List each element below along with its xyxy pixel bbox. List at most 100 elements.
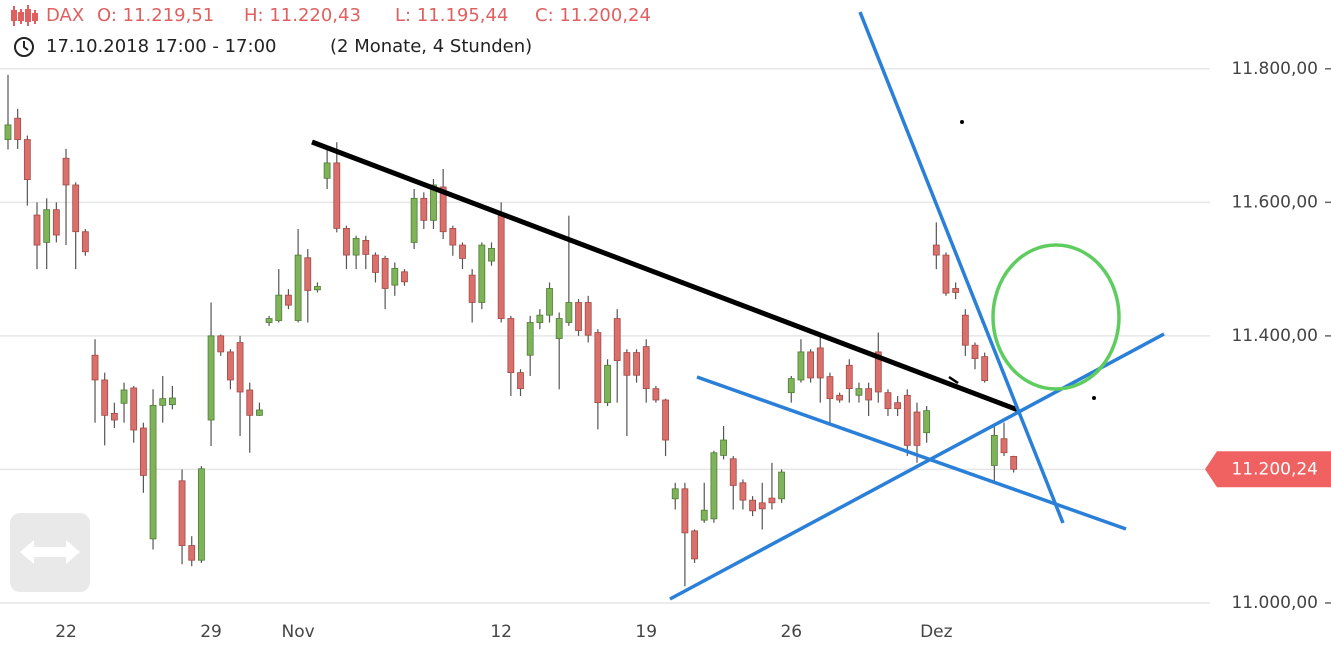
candle-body	[149, 404, 157, 540]
candle-body	[942, 254, 950, 294]
candle-body	[952, 288, 960, 293]
candle-body	[652, 388, 660, 401]
x-tick-label: 26	[780, 622, 802, 642]
dot-drawing	[960, 120, 964, 124]
candle-body	[990, 434, 998, 466]
candle-body	[1000, 438, 1008, 454]
candle-body	[52, 209, 60, 236]
trend-line	[669, 332, 1165, 601]
candle-body	[401, 271, 408, 283]
price-tag-label: 11.200,24	[1231, 459, 1318, 479]
candle-body	[227, 351, 234, 381]
candle-body	[101, 379, 109, 416]
clock-icon	[14, 37, 34, 57]
candle-body	[729, 458, 737, 486]
candle-body	[526, 322, 534, 356]
candle-body	[981, 356, 989, 382]
candle-body	[4, 124, 12, 140]
candle-body	[275, 294, 283, 321]
candle-body	[168, 397, 176, 406]
candle-body	[662, 399, 669, 441]
candle-body	[81, 231, 89, 253]
candle-body	[623, 352, 631, 376]
candle-body	[391, 268, 399, 286]
candle-body	[159, 398, 167, 406]
candle-body	[700, 509, 708, 521]
price-tag	[1205, 451, 1331, 488]
candle-body	[565, 302, 573, 323]
candle-body	[72, 184, 80, 233]
candle-body	[584, 302, 592, 336]
header: DAX O: 11.219,51 H: 11.220,43 L: 11.195,…	[11, 5, 651, 57]
candle-body	[536, 314, 544, 323]
candle-body	[304, 257, 312, 291]
candle-body	[507, 318, 515, 374]
candle-body	[333, 162, 341, 229]
candle-body	[894, 402, 902, 410]
candle-body	[372, 254, 379, 273]
candle-body	[430, 184, 437, 221]
candle-body	[236, 342, 244, 393]
candle-body	[546, 288, 553, 316]
candle-body	[845, 364, 853, 390]
candle-body	[604, 364, 611, 404]
candle-body	[575, 302, 582, 331]
candle-body	[459, 244, 466, 259]
trend-line	[311, 139, 1019, 413]
candle-body	[420, 197, 428, 221]
candle-body	[613, 318, 621, 361]
open-label: O: 11.219,51	[97, 5, 214, 26]
candle-body	[217, 335, 225, 353]
high-label: H: 11.220,43	[244, 5, 361, 26]
candle-body	[923, 410, 931, 434]
x-tick-label: Nov	[282, 622, 315, 642]
candle-body	[410, 197, 418, 243]
candle-body	[884, 392, 892, 410]
candle-body	[439, 186, 447, 233]
x-tick-label: 12	[490, 622, 512, 642]
candle-body	[797, 351, 805, 381]
candle-body	[594, 332, 602, 404]
candle-body	[816, 347, 824, 379]
dash-drawing	[948, 375, 959, 385]
candle-body	[758, 502, 766, 510]
candle-body	[362, 239, 370, 255]
y-tick-label: 11.800,00	[1231, 59, 1318, 79]
candle-body	[256, 409, 263, 416]
candle-body	[449, 227, 457, 246]
candle-body	[33, 214, 41, 246]
candle-body	[478, 244, 486, 303]
candle-body	[681, 488, 689, 534]
symbol: DAX	[46, 5, 84, 26]
candle-body	[768, 497, 776, 504]
arrow-icon[interactable]	[20, 540, 80, 564]
candle-body	[139, 427, 147, 476]
candle-body	[130, 387, 138, 431]
candle-body	[555, 318, 563, 339]
candle-body	[642, 346, 650, 390]
y-tick-label: 11.600,00	[1231, 192, 1318, 212]
dot-drawing	[1092, 396, 1096, 400]
y-tick-label: 11.000,00	[1231, 593, 1318, 613]
x-tick-label: 29	[200, 622, 222, 642]
candle-body	[739, 482, 747, 501]
candle-body	[671, 488, 679, 500]
x-tick-label: 19	[635, 622, 657, 642]
candle-body	[381, 258, 389, 289]
ellipse-drawing	[991, 243, 1121, 391]
plot-area: 11.000,0011.200,0011.400,0011.600,0011.8…	[0, 59, 1331, 642]
time-range: 17.10.2018 17:00 - 17:00	[46, 36, 276, 57]
trend-line	[858, 11, 1065, 524]
candle-body	[468, 274, 476, 303]
scroll-button[interactable]	[10, 513, 90, 592]
candle-body	[865, 388, 873, 401]
candle-body	[265, 318, 273, 323]
candle-body	[207, 335, 215, 421]
trend-line	[696, 375, 1127, 531]
candle-body	[120, 389, 128, 404]
candle-body	[497, 214, 505, 319]
x-tick-label: Dez	[920, 622, 953, 642]
time-span: (2 Monate, 4 Stunden)	[330, 36, 532, 57]
candle-body	[110, 412, 118, 421]
x-tick-label: 22	[55, 622, 77, 642]
